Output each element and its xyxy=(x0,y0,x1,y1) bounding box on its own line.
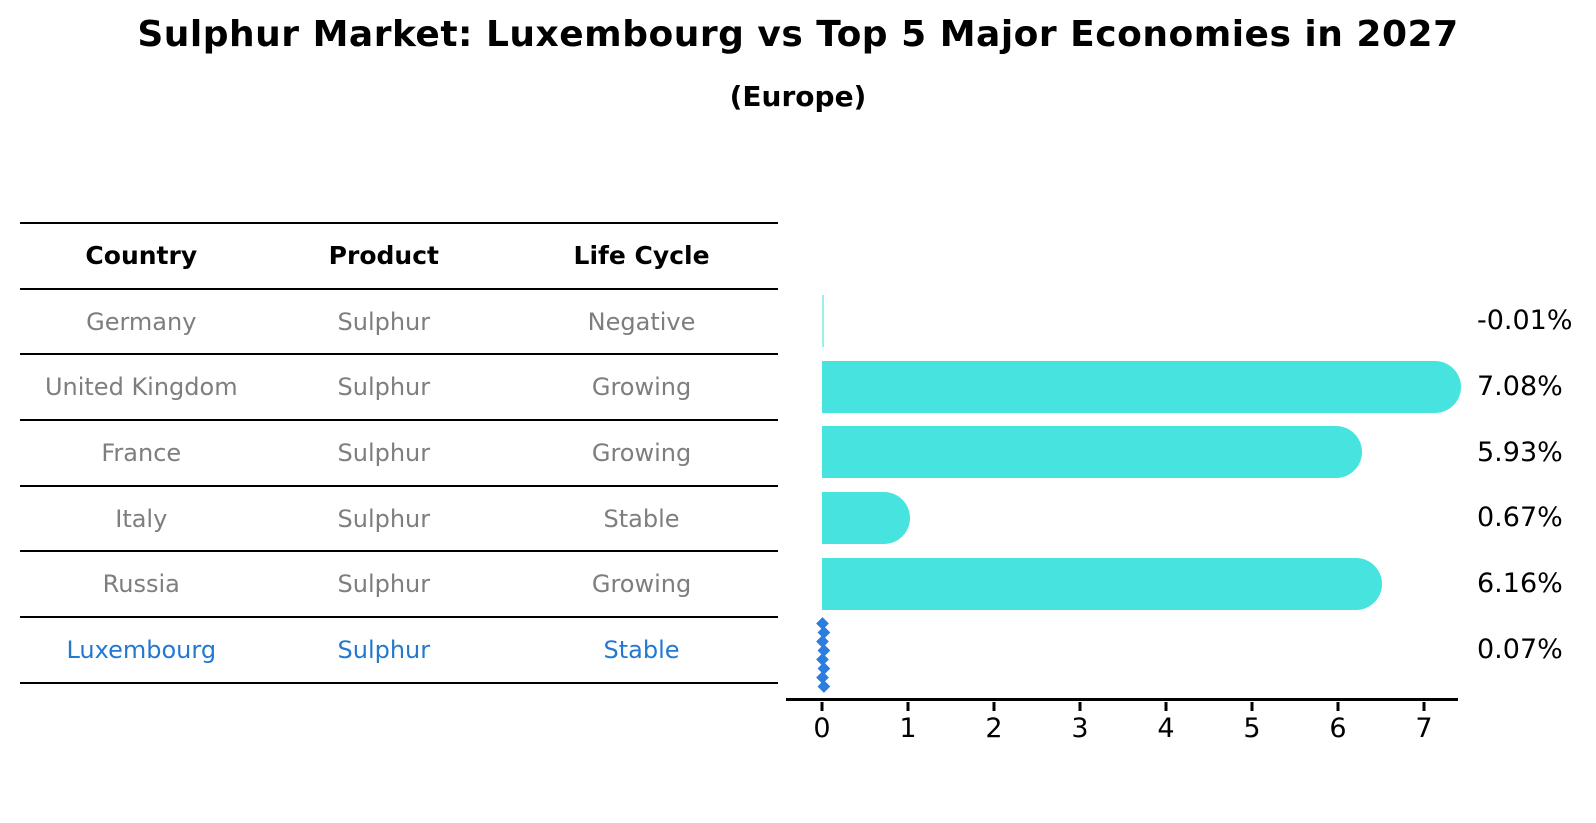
chart-subtitle: (Europe) xyxy=(729,80,867,113)
cell-product: Sulphur xyxy=(337,373,431,402)
bar-france xyxy=(822,426,1362,479)
bar-row-france xyxy=(822,419,1482,485)
diamond-marker-icon xyxy=(817,680,830,694)
x-tick xyxy=(1164,702,1168,711)
table-header-row: Country Product Life Cycle xyxy=(20,224,778,290)
x-tick-label: 1 xyxy=(899,713,917,744)
bar-row-italy xyxy=(822,485,1482,551)
x-axis-ticks: 0 1 2 3 4 5 6 7 xyxy=(813,698,1462,748)
chart-title: Sulphur Market: Luxembourg vs Top 5 Majo… xyxy=(137,14,1459,55)
cell-product: Sulphur xyxy=(337,570,431,599)
x-tick xyxy=(1250,702,1254,711)
country-table: Country Product Life Cycle Germany Sulph… xyxy=(20,222,778,684)
bar-plot-area xyxy=(815,288,1482,694)
x-tick xyxy=(1422,702,1426,711)
x-tick-label: 6 xyxy=(1329,713,1347,744)
cell-product: Sulphur xyxy=(337,504,431,533)
x-tick-label: 0 xyxy=(813,713,831,744)
cell-country: Luxembourg xyxy=(66,635,217,664)
bar-row-luxembourg xyxy=(815,616,1482,694)
bar-row-germany xyxy=(822,288,1482,354)
cell-country: France xyxy=(101,438,182,467)
x-tick xyxy=(820,702,824,711)
x-tick xyxy=(992,702,996,711)
cell-product: Sulphur xyxy=(337,635,431,664)
table-row: Germany Sulphur Negative xyxy=(20,290,778,356)
x-tick-label: 7 xyxy=(1415,713,1433,744)
cell-life-cycle: Growing xyxy=(591,570,692,599)
x-tick-label: 5 xyxy=(1243,713,1261,744)
value-label-germany: -0.01% xyxy=(1477,305,1573,337)
table-row-luxembourg-highlight: Luxembourg Sulphur Stable xyxy=(20,618,778,684)
cell-country: Germany xyxy=(86,307,197,336)
bar-germany xyxy=(822,294,824,347)
value-label-italy: 0.67% xyxy=(1477,502,1563,534)
x-axis-line xyxy=(786,698,1458,701)
cell-life-cycle: Negative xyxy=(587,307,696,336)
bar-russia xyxy=(822,557,1382,610)
cell-product: Sulphur xyxy=(337,307,431,336)
x-tick xyxy=(1336,702,1340,711)
cell-life-cycle: Stable xyxy=(603,635,680,664)
cell-life-cycle: Growing xyxy=(591,373,692,402)
column-header-product: Product xyxy=(328,241,439,271)
column-header-life-cycle: Life Cycle xyxy=(573,241,710,271)
cell-country: United Kingdom xyxy=(44,373,238,402)
x-tick-label: 2 xyxy=(985,713,1003,744)
cell-life-cycle: Growing xyxy=(591,438,692,467)
x-tick xyxy=(1078,702,1082,711)
value-label-russia: 6.16% xyxy=(1477,568,1563,600)
cell-life-cycle: Stable xyxy=(603,504,680,533)
x-tick-label: 4 xyxy=(1157,713,1175,744)
value-label-united-kingdom: 7.08% xyxy=(1477,371,1563,403)
cell-country: Italy xyxy=(115,504,168,533)
value-labels: -0.01% 7.08% 5.93% 0.67% 6.16% 0.07% xyxy=(1477,288,1573,682)
bar-united-kingdom xyxy=(822,360,1461,413)
table-row: Italy Sulphur Stable xyxy=(20,487,778,553)
bar-row-russia xyxy=(822,551,1482,617)
bar-italy xyxy=(822,491,910,544)
x-tick xyxy=(906,702,910,711)
table-row: France Sulphur Growing xyxy=(20,421,778,487)
cell-country: Russia xyxy=(102,570,180,599)
table-row: Russia Sulphur Growing xyxy=(20,552,778,619)
table-row: United Kingdom Sulphur Growing xyxy=(20,355,778,422)
value-label-france: 5.93% xyxy=(1477,436,1563,468)
column-header-country: Country xyxy=(85,241,198,271)
luxembourg-marker xyxy=(815,617,830,694)
bar-row-united-kingdom xyxy=(822,354,1482,420)
value-label-luxembourg: 0.07% xyxy=(1477,633,1563,665)
x-tick-label: 3 xyxy=(1071,713,1089,744)
cell-product: Sulphur xyxy=(337,438,431,467)
